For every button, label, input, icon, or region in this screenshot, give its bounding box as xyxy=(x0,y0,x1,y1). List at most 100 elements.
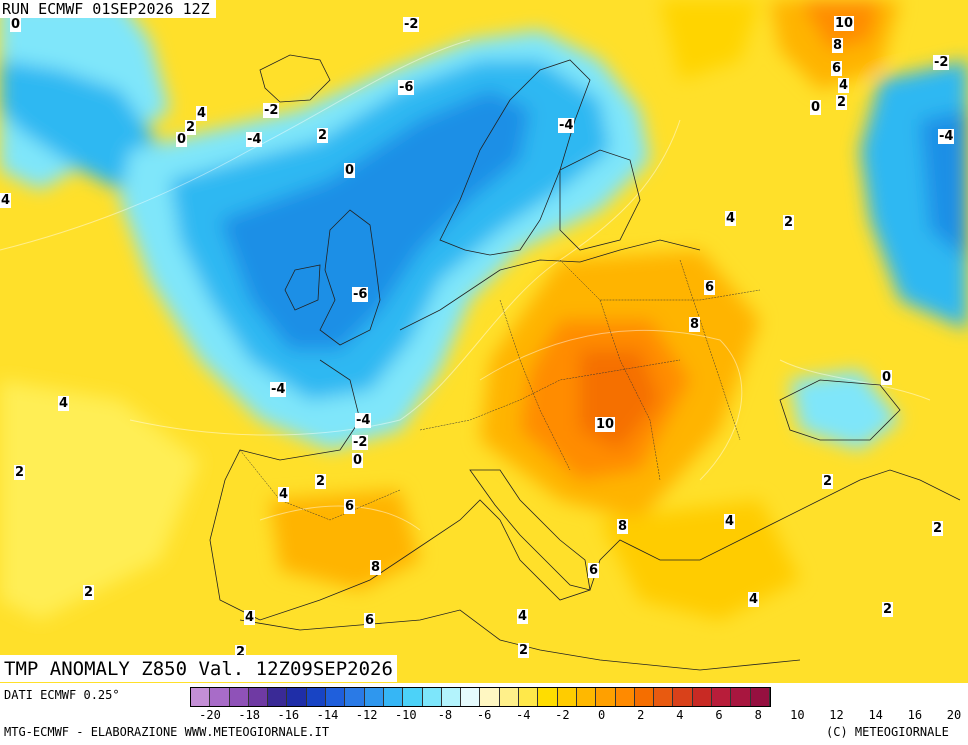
iso-label-m4-biscay: -4 xyxy=(270,382,287,397)
iso-label-0-iceland-w: 0 xyxy=(176,132,188,147)
color-swatch xyxy=(731,688,751,706)
color-swatch xyxy=(441,688,462,706)
color-scale-bar xyxy=(190,687,771,707)
iso-label-m4-bay: -4 xyxy=(355,413,372,428)
color-swatch xyxy=(519,688,539,706)
iso-label-m2-ne: -2 xyxy=(933,55,950,70)
iso-label-4-morocco: 4 xyxy=(244,610,256,625)
scale-tick-label: 10 xyxy=(790,708,805,722)
scale-tick-label: -2 xyxy=(555,708,570,722)
scale-tick-label: -10 xyxy=(394,708,417,722)
anomaly-field xyxy=(0,0,968,620)
credit-label: MTG-ECMWF - ELABORAZIONE WWW.METEOGIORNA… xyxy=(4,725,330,739)
color-swatch xyxy=(673,688,693,706)
color-swatch xyxy=(557,688,577,706)
scale-tick-label: -4 xyxy=(516,708,531,722)
run-label: RUN ECMWF 01SEP2026 12Z xyxy=(0,0,216,18)
iso-label-6-spain: 6 xyxy=(344,499,356,514)
scale-tick-label: 14 xyxy=(868,708,883,722)
iso-label-2-belarus: 2 xyxy=(783,215,795,230)
iso-label-2-east: 2 xyxy=(932,521,944,536)
color-swatch xyxy=(383,688,404,706)
scale-tick-label: 2 xyxy=(637,708,645,722)
color-swatch xyxy=(480,688,500,706)
iso-label-m2-bay: -2 xyxy=(352,435,369,450)
scale-tick-label: -18 xyxy=(238,708,260,722)
iso-label-6-poland: 6 xyxy=(704,280,716,295)
color-swatch xyxy=(576,688,597,706)
iso-label-2-turkey: 2 xyxy=(822,474,834,489)
iso-label-4-crete: 4 xyxy=(748,592,760,607)
color-swatch xyxy=(345,688,365,706)
temperature-anomaly-map: RUN ECMWF 01SEP2026 12Z 0 -2 10 8 6 4 2 … xyxy=(0,0,968,683)
iso-label-4-russia: 4 xyxy=(838,78,850,93)
iso-label-m4-iceland: -4 xyxy=(246,132,263,147)
color-swatch xyxy=(287,688,307,706)
iso-label-0-bay: 0 xyxy=(352,453,364,468)
iso-label-m6-england: -6 xyxy=(352,287,369,302)
iso-label-8-balkans: 8 xyxy=(617,519,629,534)
data-source-label: DATI ECMWF 0.25° xyxy=(4,688,120,702)
scale-tick-label: -14 xyxy=(316,708,339,722)
iso-label-2-libya: 2 xyxy=(518,643,530,658)
color-swatch xyxy=(248,688,269,706)
map-canvas xyxy=(0,0,968,683)
iso-label-0-nw: 0 xyxy=(10,17,22,32)
color-swatch xyxy=(422,688,442,706)
scale-tick-label: 6 xyxy=(715,708,723,722)
iso-label-6-russia: 6 xyxy=(831,61,843,76)
iso-label-m2-iceland: -2 xyxy=(263,103,280,118)
iso-label-2-iceland-w: 2 xyxy=(185,120,197,135)
iso-label-m2-norway-sea: -2 xyxy=(403,17,420,32)
iso-label-4-tunisia: 4 xyxy=(517,609,529,624)
iso-label-2-cyprus: 2 xyxy=(882,602,894,617)
iso-label-2-iceland-s: 2 xyxy=(317,128,329,143)
color-swatch xyxy=(364,688,384,706)
country-borders xyxy=(239,259,761,521)
color-swatch xyxy=(306,688,327,706)
color-swatch xyxy=(692,688,713,706)
iso-label-0-blacksea: 0 xyxy=(881,370,893,385)
iso-label-4-atlantic: 4 xyxy=(58,396,70,411)
isolines xyxy=(0,39,931,531)
color-swatch xyxy=(461,688,481,706)
iso-label-4-west-edge: 4 xyxy=(0,193,12,208)
copyright-label: (C) METEOGIORNALE xyxy=(826,725,949,739)
color-swatch xyxy=(634,688,655,706)
iso-label-10-russia: 10 xyxy=(834,16,855,31)
iso-label-0-faroe: 0 xyxy=(344,163,356,178)
iso-label-2-sw: 2 xyxy=(235,645,247,660)
iso-label-m4-east: -4 xyxy=(938,129,955,144)
color-swatch xyxy=(229,688,249,706)
scale-tick-label: -8 xyxy=(437,708,453,722)
color-swatch xyxy=(403,688,423,706)
color-swatch xyxy=(596,688,616,706)
scale-tick-label: -20 xyxy=(199,708,221,722)
color-swatch xyxy=(326,688,346,706)
color-swatch xyxy=(499,688,520,706)
color-swatch xyxy=(191,688,211,706)
color-swatch xyxy=(615,688,635,706)
color-swatch xyxy=(750,688,770,706)
iso-label-4-baltic: 4 xyxy=(725,211,737,226)
scale-tick-label: 12 xyxy=(829,708,844,722)
color-swatch xyxy=(210,688,230,706)
scale-tick-label: -6 xyxy=(476,708,492,722)
iso-label-2-spain-n: 2 xyxy=(315,474,327,489)
iso-label-2-portugal: 2 xyxy=(83,585,95,600)
scale-tick-label: 0 xyxy=(597,708,606,722)
color-swatch xyxy=(268,688,288,706)
iso-label-2-atlantic-s: 2 xyxy=(14,465,26,480)
scale-tick-label: 4 xyxy=(676,708,684,722)
color-swatch xyxy=(712,688,732,706)
iso-label-8-ukraine: 8 xyxy=(689,317,701,332)
color-swatch xyxy=(538,688,558,706)
map-title: TMP ANOMALY Z850 Val. 12Z09SEP2026 xyxy=(0,655,397,682)
iso-label-0-russia: 0 xyxy=(810,100,822,115)
color-scale-ticks: -20 -18 -16 -14 -12 -10 -8 -6 -4 -2 0 2 4 6 8 10 12 14 16 2… xyxy=(190,708,964,722)
iso-label-6-algeria: 6 xyxy=(364,613,376,628)
iso-label-2-russia: 2 xyxy=(836,95,848,110)
iso-label-4-iceland-w: 4 xyxy=(196,106,208,121)
iso-label-m4-sweden: -4 xyxy=(558,118,575,133)
color-swatch xyxy=(654,688,674,706)
